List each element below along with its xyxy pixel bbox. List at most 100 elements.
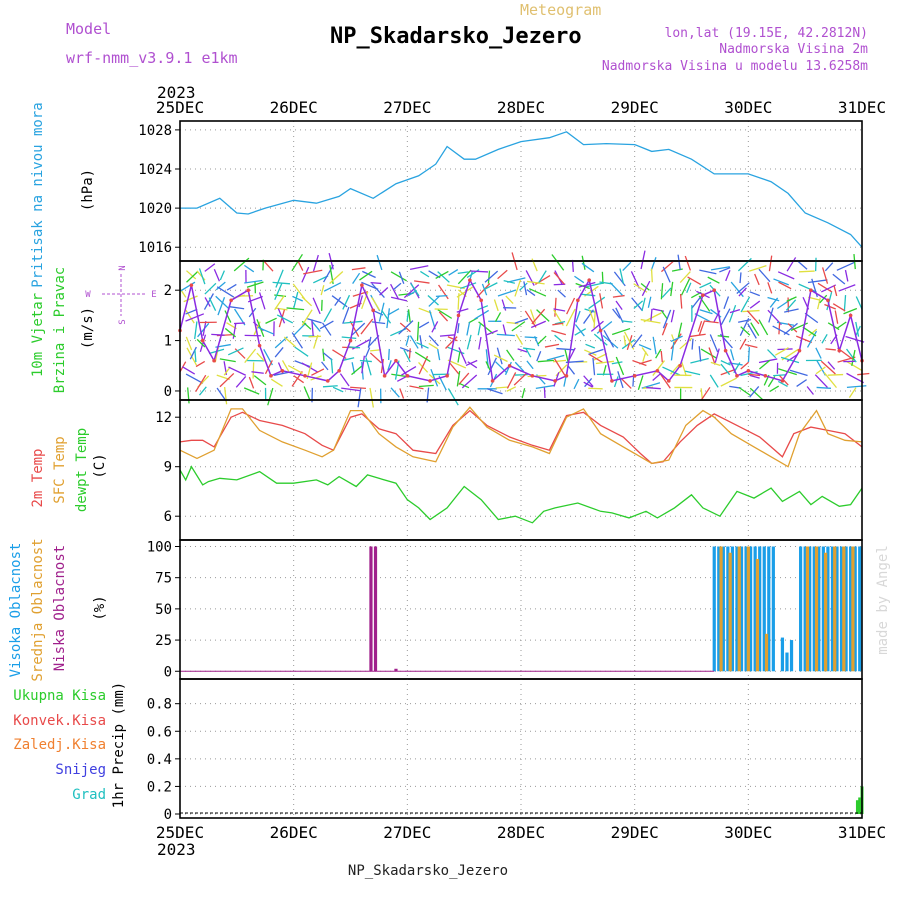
panel-1: 0 1 2	[164, 250, 870, 408]
wind-arrow	[248, 376, 255, 389]
wind-arrow	[401, 366, 417, 376]
date-tick-label-bottom: 25DEC	[156, 823, 204, 842]
y-tick-label: 0.4	[147, 752, 172, 768]
bar-cloud_mid	[719, 546, 723, 672]
wind-arrow	[836, 321, 847, 330]
wind-arrow	[246, 281, 264, 288]
y-tick-label: 0	[164, 664, 172, 680]
bar-cloud_high	[853, 546, 857, 672]
wind-arrow	[357, 388, 362, 408]
wind-arrow	[739, 317, 750, 336]
wind-arrow	[567, 365, 576, 375]
wind-arrow	[581, 255, 586, 270]
wind-arrow	[612, 294, 625, 298]
wind-arrow	[660, 283, 664, 300]
wind-arrow	[677, 322, 683, 338]
wind-arrow	[312, 254, 319, 272]
wind-arrow	[778, 380, 788, 388]
date-tick-label-top: 25DEC	[156, 98, 204, 117]
wind-arrow	[838, 284, 856, 292]
wind-arrow	[196, 338, 206, 348]
wind-arrow	[428, 295, 441, 307]
wind-arrow	[709, 334, 719, 353]
wind-arrow	[670, 363, 681, 375]
wind-arrow	[851, 349, 856, 367]
wind-arrow	[308, 335, 321, 338]
wind-arrow	[323, 282, 342, 292]
wind-arrow	[798, 283, 817, 293]
y-tick-label: 9	[164, 460, 172, 476]
bar-cloud_mid	[764, 633, 769, 672]
wind-arrow	[407, 309, 411, 323]
wind-arrow	[615, 300, 623, 311]
temp-label-3: dewpt Temp	[74, 428, 90, 512]
wind-arrow	[456, 286, 474, 298]
wind-arrow	[543, 387, 546, 399]
wind-arrow	[313, 334, 319, 349]
wind-speed-point	[564, 374, 569, 378]
wind-arrow	[593, 333, 608, 346]
wind-arrow	[815, 366, 826, 375]
wind-arrow	[588, 348, 604, 356]
y-tick-label: 0.8	[147, 697, 172, 713]
wind-arrow	[739, 272, 742, 284]
wind-arrow	[581, 262, 595, 273]
series-line-pressure	[180, 131, 863, 248]
wind-arrow	[554, 297, 557, 317]
wind-arrow	[566, 297, 576, 315]
wind-arrow	[573, 378, 580, 390]
footer-title: NP_Skadarsko_Jezero	[348, 863, 508, 879]
wind-arrow	[494, 312, 502, 322]
wind-arrow	[185, 336, 193, 351]
bar-cloud_mid	[755, 558, 760, 672]
wind-arrow	[409, 265, 429, 270]
wind-arrow	[641, 297, 646, 312]
wind-arrow	[185, 313, 205, 322]
wind-arrow	[768, 255, 773, 272]
wind-arrow	[274, 282, 283, 301]
wind-arrow	[521, 388, 526, 399]
wind-arrow	[583, 309, 594, 324]
bar-cloud_low	[394, 668, 398, 672]
wind-arrow	[281, 360, 290, 372]
wind-speed-point	[229, 298, 233, 303]
wind-arrow	[505, 295, 514, 305]
wind-arrow	[611, 327, 631, 336]
wind-arrow	[484, 270, 499, 283]
wind-speed-point	[303, 374, 307, 378]
wind-arrow	[556, 347, 575, 351]
wind-arrow	[431, 321, 439, 333]
wind-arrow	[660, 309, 669, 320]
bar-cloud_low	[369, 546, 373, 672]
wind-arrow	[311, 321, 321, 332]
wind-arrow	[223, 366, 231, 376]
wind-arrow	[684, 255, 692, 271]
wind-arrow	[513, 373, 527, 386]
wind-arrow	[565, 308, 576, 327]
date-tick-label-top: 27DEC	[383, 98, 431, 117]
bar-cloud_mid	[728, 552, 732, 672]
wind-arrow	[777, 271, 795, 280]
wind-arrow	[662, 266, 671, 283]
wind-arrow	[652, 360, 665, 376]
wind-speed-point	[212, 358, 216, 363]
wind-arrow	[772, 325, 790, 336]
wind-arrow	[519, 282, 528, 291]
wind-arrow	[819, 294, 828, 304]
wind-speed-point	[189, 283, 194, 287]
wind-arrow	[204, 297, 211, 307]
wind-arrow	[786, 354, 798, 362]
wind-speed-point	[371, 308, 376, 313]
wind-arrow	[350, 386, 366, 390]
wind-arrow	[720, 363, 731, 376]
bar-cloud_high	[803, 546, 807, 672]
wind-arrow	[291, 371, 303, 387]
wind-arrow	[506, 321, 519, 325]
wind-arrow	[738, 287, 747, 297]
wind-arrow	[652, 372, 662, 381]
wind-arrow	[557, 289, 566, 298]
wind-arrow	[428, 342, 438, 350]
wind-arrow	[493, 354, 508, 363]
wind-arrow	[660, 350, 663, 363]
wind-arrow	[449, 362, 460, 375]
